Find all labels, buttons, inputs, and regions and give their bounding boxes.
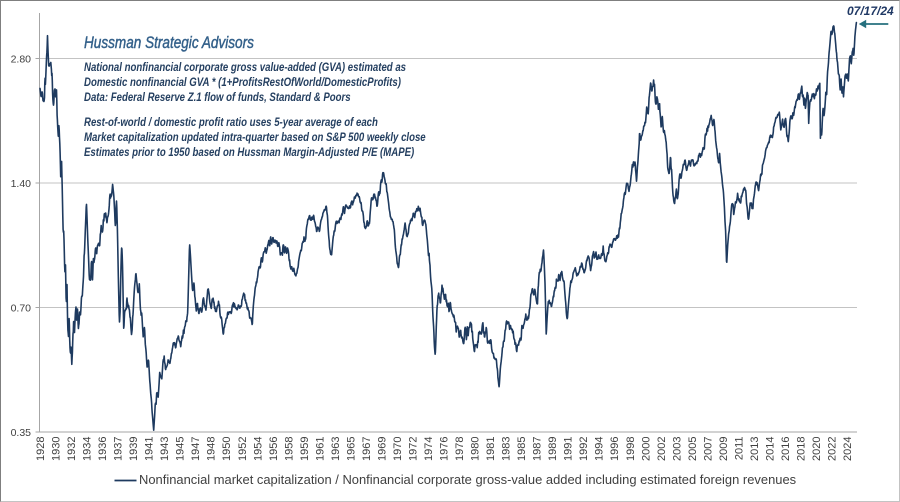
svg-text:2.80: 2.80: [11, 53, 32, 65]
svg-text:1939: 1939: [128, 437, 140, 461]
svg-text:2009: 2009: [718, 437, 730, 461]
svg-text:1994: 1994: [594, 437, 606, 461]
svg-text:1972: 1972: [408, 437, 420, 461]
svg-text:2016: 2016: [780, 437, 792, 461]
svg-text:1992: 1992: [578, 437, 590, 461]
svg-text:1932: 1932: [66, 437, 78, 461]
svg-text:2011: 2011: [733, 437, 745, 461]
svg-text:1989: 1989: [547, 437, 559, 461]
svg-text:1987: 1987: [532, 437, 544, 461]
svg-text:2022: 2022: [827, 437, 839, 461]
svg-text:2002: 2002: [656, 437, 668, 461]
svg-text:1952: 1952: [237, 437, 249, 461]
svg-text:1928: 1928: [35, 437, 47, 461]
svg-text:1930: 1930: [51, 437, 63, 461]
svg-text:1959: 1959: [299, 437, 311, 461]
svg-text:2013: 2013: [749, 437, 761, 461]
svg-text:1969: 1969: [376, 437, 388, 461]
svg-text:1996: 1996: [609, 437, 621, 461]
svg-text:1950: 1950: [221, 437, 233, 461]
svg-text:1991: 1991: [563, 437, 575, 461]
svg-text:1980: 1980: [470, 437, 482, 461]
svg-text:2020: 2020: [811, 437, 823, 461]
svg-text:1965: 1965: [345, 437, 357, 461]
svg-text:1954: 1954: [252, 437, 264, 461]
svg-text:1958: 1958: [283, 437, 295, 461]
svg-text:1936: 1936: [97, 437, 109, 461]
svg-text:1941: 1941: [144, 437, 156, 461]
svg-text:1983: 1983: [501, 437, 513, 461]
svg-text:1934: 1934: [82, 437, 94, 461]
svg-text:1937: 1937: [113, 437, 125, 461]
svg-text:2018: 2018: [796, 437, 808, 461]
svg-text:1947: 1947: [190, 437, 202, 461]
svg-text:1945: 1945: [175, 437, 187, 461]
svg-text:1956: 1956: [268, 437, 280, 461]
svg-text:2024: 2024: [842, 437, 854, 461]
svg-text:1970: 1970: [392, 437, 404, 461]
svg-text:1985: 1985: [516, 437, 528, 461]
svg-text:1967: 1967: [361, 437, 373, 461]
svg-text:1963: 1963: [330, 437, 342, 461]
svg-text:1943: 1943: [159, 437, 171, 461]
svg-text:2000: 2000: [640, 437, 652, 461]
svg-text:1974: 1974: [423, 437, 435, 461]
svg-text:2003: 2003: [671, 437, 683, 461]
svg-text:1978: 1978: [454, 437, 466, 461]
svg-text:1976: 1976: [439, 437, 451, 461]
svg-text:1961: 1961: [314, 437, 326, 461]
svg-text:1948: 1948: [206, 437, 218, 461]
svg-text:2014: 2014: [764, 437, 776, 461]
svg-text:1.40: 1.40: [11, 178, 32, 190]
svg-text:2007: 2007: [702, 437, 714, 461]
svg-text:2005: 2005: [687, 437, 699, 461]
svg-text:1981: 1981: [485, 437, 497, 461]
svg-text:0.35: 0.35: [11, 427, 32, 439]
svg-text:0.70: 0.70: [11, 302, 32, 314]
svg-text:1998: 1998: [625, 437, 637, 461]
